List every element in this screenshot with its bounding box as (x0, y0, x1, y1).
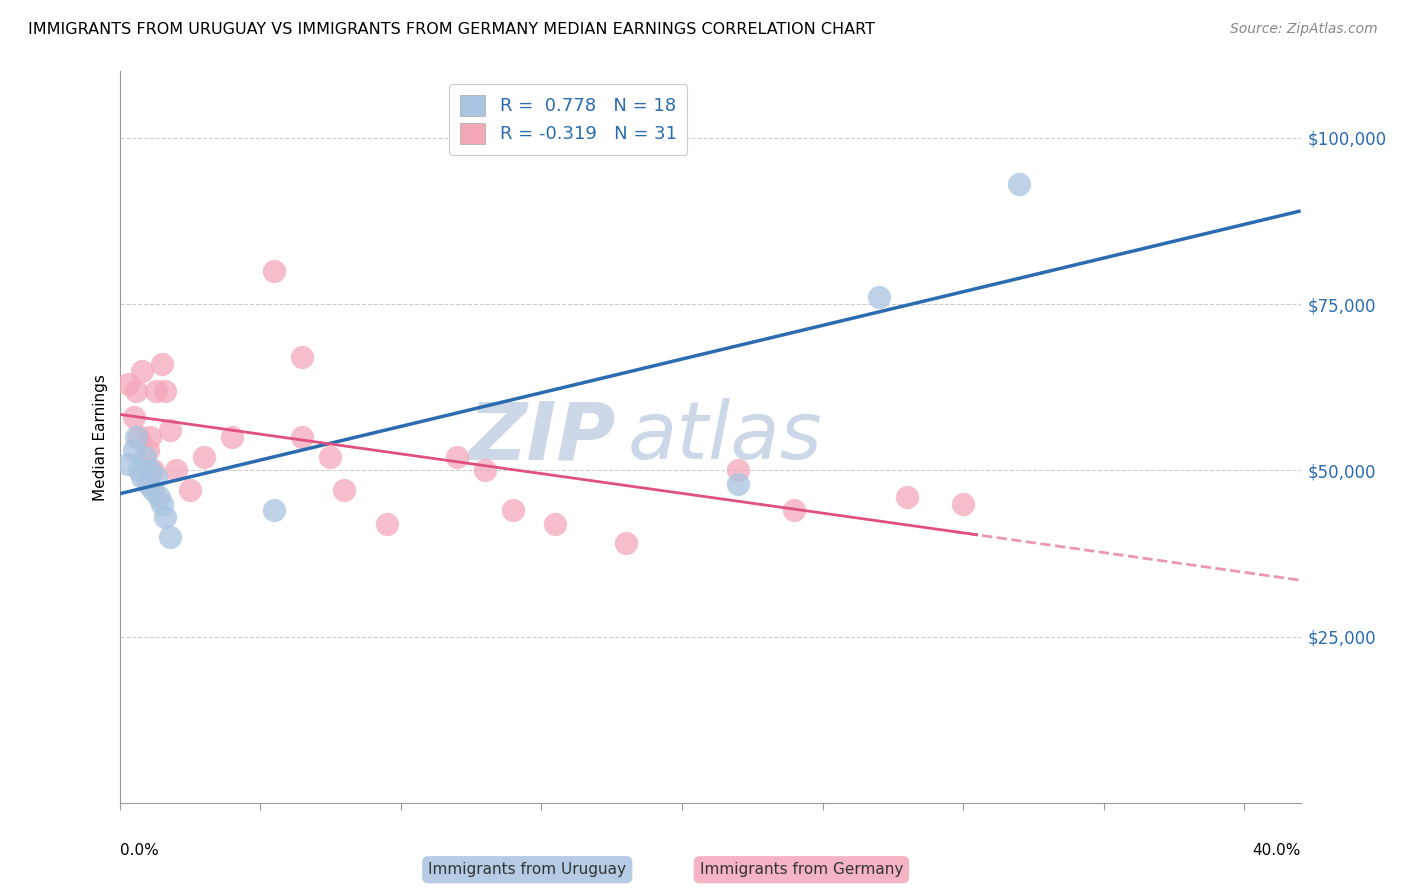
Point (896, 490, 918, 504)
Point (193, 450, 215, 464)
Point (128, 430, 150, 444)
Point (502, 503, 524, 517)
Point (128, 463, 150, 477)
Point (291, 430, 314, 444)
Point (150, 357, 173, 371)
Point (117, 376, 139, 391)
Point (142, 463, 165, 477)
Point (134, 450, 156, 464)
Point (131, 470, 153, 484)
Point (117, 457, 139, 471)
Point (868, 290, 890, 304)
Text: atlas: atlas (627, 398, 823, 476)
Point (131, 363, 153, 377)
Point (139, 463, 162, 477)
Point (179, 483, 201, 498)
Point (319, 450, 342, 464)
Point (125, 384, 148, 398)
Text: Source: ZipAtlas.com: Source: ZipAtlas.com (1230, 22, 1378, 37)
Text: ZIP: ZIP (468, 398, 616, 476)
Point (122, 443, 145, 458)
Point (783, 503, 806, 517)
Text: Immigrants from Uruguay: Immigrants from Uruguay (429, 863, 626, 877)
Point (153, 509, 176, 524)
Point (150, 497, 173, 511)
Point (263, 503, 285, 517)
Point (263, 264, 285, 278)
Text: IMMIGRANTS FROM URUGUAY VS IMMIGRANTS FROM GERMANY MEDIAN EARNINGS CORRELATION C: IMMIGRANTS FROM URUGUAY VS IMMIGRANTS FR… (28, 22, 875, 37)
Point (139, 430, 162, 444)
Y-axis label: Median Earnings: Median Earnings (93, 374, 108, 500)
Point (122, 410, 145, 425)
Point (145, 470, 167, 484)
Point (136, 443, 159, 458)
Point (148, 490, 170, 504)
Point (474, 463, 496, 477)
Point (142, 483, 165, 498)
Legend: R =  0.778   N = 18, R = -0.319   N = 31: R = 0.778 N = 18, R = -0.319 N = 31 (449, 84, 688, 154)
Point (446, 450, 468, 464)
Text: 0.0%: 0.0% (120, 843, 159, 858)
Point (333, 483, 356, 498)
Point (153, 384, 176, 398)
Point (159, 530, 181, 544)
Text: 40.0%: 40.0% (1253, 843, 1301, 858)
Point (291, 351, 314, 365)
Point (544, 516, 567, 531)
Point (727, 463, 749, 477)
Point (952, 497, 974, 511)
Point (159, 424, 181, 438)
Point (375, 516, 398, 531)
Point (136, 476, 159, 491)
Point (145, 384, 167, 398)
Point (1008, 178, 1031, 192)
Text: Immigrants from Germany: Immigrants from Germany (700, 863, 903, 877)
Point (125, 430, 148, 444)
Point (614, 536, 637, 550)
Point (221, 430, 243, 444)
Point (727, 476, 749, 491)
Point (165, 463, 187, 477)
